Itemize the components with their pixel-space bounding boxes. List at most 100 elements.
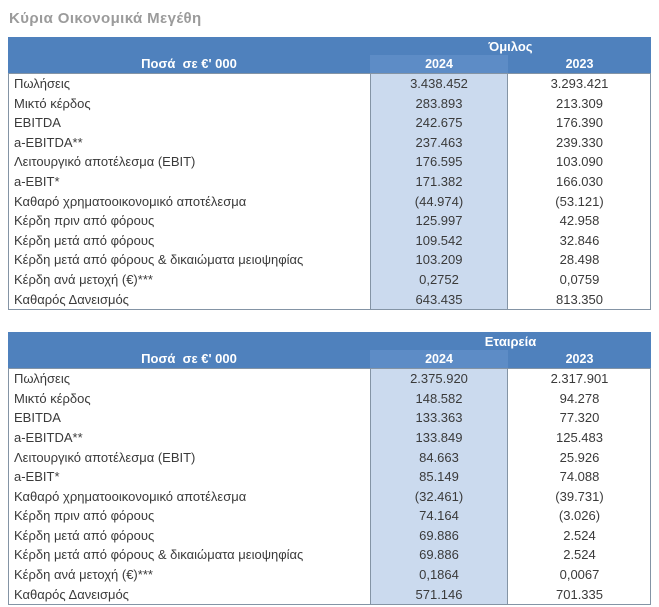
table-row: Κέρδη πριν από φόρους 125.997 42.958: [9, 211, 650, 231]
table-row: EBITDA 242.675 176.390: [9, 113, 650, 133]
value-2023: 239.330: [556, 134, 603, 150]
header-spacer: [8, 332, 370, 351]
value-2023: 2.317.901: [550, 371, 609, 387]
row-label: a-EBITDA**: [14, 429, 83, 445]
value-2024: 85.149: [370, 467, 508, 487]
value-2024: 69.886: [370, 545, 508, 566]
table-row: EBITDA 133.363 77.320: [9, 408, 650, 428]
value-2023: 2.524: [563, 547, 596, 563]
company-table-body: Πωλήσεις 2.375.920 2.317.901 Μικτό κέρδο…: [8, 368, 651, 606]
header-spacer: [8, 37, 370, 56]
value-2023: 25.926: [559, 449, 600, 465]
value-2023: 213.309: [556, 95, 603, 111]
value-2023: 166.030: [556, 173, 603, 189]
row-label: Κέρδη μετά από φόρους: [14, 527, 155, 543]
group-table-header: Όμιλος Ποσά σε €' 000 2024 2023: [8, 37, 651, 73]
row-label: Πωλήσεις: [14, 76, 70, 91]
row-label: Κέρδη ανά μετοχή (€)***: [14, 271, 153, 287]
row-label: Λειτουργικό αποτέλεσμα (EBIT): [14, 449, 196, 465]
row-label: Μικτό κέρδος: [14, 95, 91, 111]
row-label: Καθαρός Δανεισμός: [14, 586, 129, 602]
group-header-row: Εταιρεία: [8, 332, 651, 350]
row-label: EBITDA: [14, 115, 61, 131]
amounts-unit-header: Ποσά σε €' 000: [141, 56, 237, 71]
row-label: EBITDA: [14, 410, 61, 426]
table-row: Κέρδη ανά μετοχή (€)*** 0,1864 0,0067: [9, 565, 650, 585]
table-row: Λειτουργικό αποτέλεσμα (EBIT) 84.663 25.…: [9, 447, 650, 468]
value-2023: 94.278: [559, 390, 600, 406]
year-2024-header: 2024: [370, 350, 508, 369]
table-row: Καθαρό χρηματοοικονομικό αποτέλεσμα (44.…: [9, 191, 650, 212]
table-row: Κέρδη μετά από φόρους & δικαιώματα μειοψ…: [9, 545, 650, 566]
value-2024: 133.849: [370, 427, 508, 448]
table-row: Καθαρός Δανεισμός 571.146 701.335: [9, 584, 650, 605]
value-2024: 643.435: [370, 289, 508, 310]
value-2023: (53.121): [555, 193, 604, 209]
value-2024: 109.542: [370, 230, 508, 251]
group-table-body: Πωλήσεις 3.438.452 3.293.421 Μικτό κέρδο…: [8, 73, 651, 311]
value-2023: 77.320: [559, 410, 600, 426]
year-2024-header: 2024: [370, 55, 508, 73]
value-2024: 103.209: [370, 250, 508, 270]
value-2023: 0,0067: [559, 567, 600, 583]
value-2024: 84.663: [370, 447, 508, 468]
column-header-row: Ποσά σε €' 000 2024 2023: [8, 350, 651, 369]
row-label: Κέρδη μετά από φόρους & δικαιώματα μειοψ…: [14, 547, 304, 563]
value-2024: 125.997: [370, 211, 508, 231]
value-2023: 42.958: [559, 213, 600, 229]
table-row: Κέρδη πριν από φόρους 74.164 (3.026): [9, 506, 650, 526]
value-2024: 283.893: [370, 93, 508, 114]
value-2024: (44.974): [370, 191, 508, 212]
company-name-header: Εταιρεία: [484, 334, 537, 350]
row-label: Μικτό κέρδος: [14, 390, 91, 406]
year-2023-header: 2023: [565, 352, 594, 367]
row-label: Κέρδη μετά από φόρους: [14, 232, 155, 248]
value-2024: 74.164: [370, 506, 508, 526]
table-row: Μικτό κέρδος 283.893 213.309: [9, 93, 650, 114]
amounts-unit-header: Ποσά σε €' 000: [141, 351, 237, 367]
table-row: Λειτουργικό αποτέλεσμα (EBIT) 176.595 10…: [9, 152, 650, 172]
row-label: a-EBIT*: [14, 173, 60, 189]
value-2023: 125.483: [556, 429, 603, 445]
row-label: Πωλήσεις: [14, 371, 70, 387]
page-title: Κύρια Οικονομικά Μεγέθη: [9, 10, 202, 27]
row-label: Καθαρός Δανεισμός: [14, 291, 129, 307]
value-2024: 237.463: [370, 132, 508, 153]
table-row: Πωλήσεις 2.375.920 2.317.901: [9, 369, 650, 389]
value-2023: (3.026): [558, 508, 601, 524]
group-header-row: Όμιλος: [8, 37, 651, 55]
value-2023: 103.090: [556, 154, 603, 170]
value-2024: (32.461): [370, 486, 508, 507]
value-2023: 28.498: [559, 252, 600, 268]
table-row: Καθαρός Δανεισμός 643.435 813.350: [9, 289, 650, 310]
value-2023: 32.846: [559, 232, 600, 248]
row-label: a-EBIT*: [14, 469, 60, 485]
company-table-header: Εταιρεία Ποσά σε €' 000 2024 2023: [8, 332, 651, 369]
company-financials-table: Εταιρεία Ποσά σε €' 000 2024 2023 Πωλήσε…: [8, 332, 651, 606]
year-2023-header: 2023: [565, 57, 594, 71]
group-financials-table: Όμιλος Ποσά σε €' 000 2024 2023 Πωλήσεις…: [8, 37, 651, 311]
table-row: Κέρδη ανά μετοχή (€)*** 0,2752 0,0759: [9, 269, 650, 290]
row-label: Κέρδη μετά από φόρους & δικαιώματα μειοψ…: [14, 252, 304, 268]
table-row: a-EBITDA** 237.463 239.330: [9, 132, 650, 153]
table-row: a-EBIT* 85.149 74.088: [9, 467, 650, 487]
value-2023: 74.088: [559, 469, 600, 485]
row-label: Καθαρό χρηματοοικονομικό αποτέλεσμα: [14, 193, 247, 209]
value-2024: 571.146: [370, 584, 508, 605]
value-2024: 69.886: [370, 525, 508, 546]
row-label: Καθαρό χρηματοοικονομικό αποτέλεσμα: [14, 488, 247, 504]
value-2024: 176.595: [370, 152, 508, 172]
row-label: Κέρδη πριν από φόρους: [14, 508, 155, 524]
value-2024: 0,1864: [370, 565, 508, 585]
value-2024: 171.382: [370, 171, 508, 192]
value-2024: 2.375.920: [370, 369, 508, 389]
table-row: a-EBITDA** 133.849 125.483: [9, 427, 650, 448]
value-2023: 813.350: [556, 291, 603, 307]
group-name-header: Όμιλος: [488, 39, 533, 54]
table-row: Καθαρό χρηματοοικονομικό αποτέλεσμα (32.…: [9, 486, 650, 507]
value-2023: 176.390: [556, 115, 603, 131]
value-2024: 3.438.452: [370, 74, 508, 94]
value-2024: 133.363: [370, 408, 508, 428]
row-label: Κέρδη πριν από φόρους: [14, 213, 155, 229]
